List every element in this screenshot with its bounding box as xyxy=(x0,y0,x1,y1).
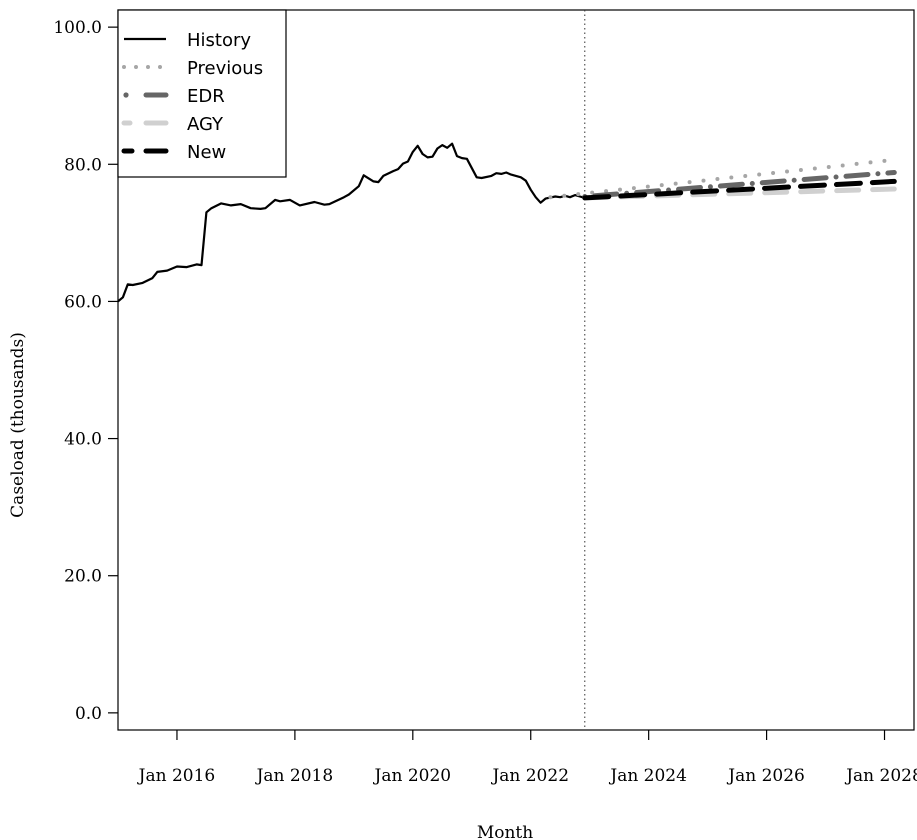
series-line-history xyxy=(117,142,586,303)
y-tick-label: 80.0 xyxy=(64,155,102,175)
legend-label-edr: EDR xyxy=(187,86,225,107)
legend-swatch-edr-dot xyxy=(123,92,129,98)
y-axis-label: Caseload (thousands) xyxy=(8,332,28,518)
y-axis: 0.0 20.0 40.0 60.0 80.0 100.0 xyxy=(53,18,118,724)
legend: History Previous EDR AGY New xyxy=(117,9,287,178)
legend-label-previous: Previous xyxy=(187,58,263,79)
x-axis-label: Month xyxy=(477,823,533,840)
x-tick-label: Jan 2022 xyxy=(490,766,569,786)
y-tick-label: 0.0 xyxy=(75,704,102,724)
legend-label-new: New xyxy=(187,142,226,163)
series-layer xyxy=(117,142,897,303)
x-tick-label: Jan 2028 xyxy=(844,766,917,786)
x-tick-label: Jan 2024 xyxy=(608,766,687,786)
series-line-new xyxy=(582,178,897,201)
x-tick-label: Jan 2018 xyxy=(255,766,334,786)
series-line-previous xyxy=(548,158,887,200)
x-tick-label: Jan 2016 xyxy=(137,766,216,786)
y-tick-label: 60.0 xyxy=(64,292,102,312)
y-tick-label: 20.0 xyxy=(64,567,102,587)
series-line-edr xyxy=(582,170,897,199)
legend-label-history: History xyxy=(187,30,251,51)
y-tick-label: 40.0 xyxy=(64,430,102,450)
plot-frame xyxy=(117,9,915,731)
y-tick-label: 100.0 xyxy=(53,18,102,38)
plot-border xyxy=(117,9,915,731)
legend-label-agy: AGY xyxy=(187,114,224,135)
x-tick-label: Jan 2026 xyxy=(726,766,805,786)
x-tick-label: Jan 2020 xyxy=(373,766,452,786)
x-axis: Jan 2016 Jan 2018 Jan 2020 Jan 2022 Jan 2024… xyxy=(137,730,917,786)
